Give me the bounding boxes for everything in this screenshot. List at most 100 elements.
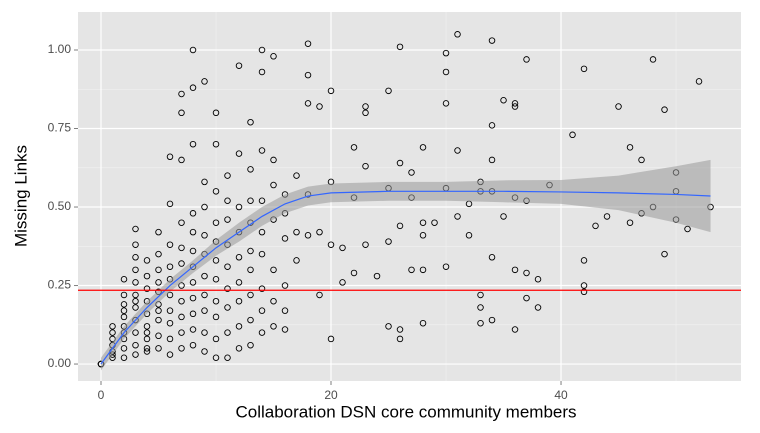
point xyxy=(661,106,668,113)
point xyxy=(281,282,289,289)
point xyxy=(396,335,404,343)
point xyxy=(511,326,519,333)
point xyxy=(120,345,128,352)
point xyxy=(235,323,243,330)
point xyxy=(235,203,243,211)
point xyxy=(189,228,197,236)
point xyxy=(189,46,197,54)
point xyxy=(316,228,323,236)
point xyxy=(189,341,197,349)
point xyxy=(258,197,266,204)
point xyxy=(523,269,530,277)
point xyxy=(201,348,208,355)
point xyxy=(143,335,151,343)
point xyxy=(258,285,266,292)
point xyxy=(155,266,162,274)
point xyxy=(178,313,185,321)
point xyxy=(327,241,335,248)
point xyxy=(132,266,139,274)
point xyxy=(143,272,151,280)
point xyxy=(247,118,254,126)
point xyxy=(155,250,162,258)
point xyxy=(189,310,197,318)
point xyxy=(534,304,542,311)
point xyxy=(224,197,231,204)
y-tick-label: 0.50 xyxy=(48,199,72,213)
point xyxy=(385,323,392,330)
point xyxy=(419,266,427,274)
point xyxy=(224,263,231,270)
point xyxy=(304,232,312,239)
point xyxy=(132,291,139,299)
point xyxy=(120,313,128,321)
point xyxy=(580,288,588,296)
point xyxy=(442,263,450,270)
point xyxy=(258,228,266,236)
point xyxy=(339,279,346,286)
point xyxy=(201,291,208,299)
point xyxy=(166,351,174,358)
point xyxy=(235,150,243,157)
point xyxy=(132,279,139,286)
point xyxy=(511,100,519,107)
point xyxy=(442,68,450,76)
point xyxy=(201,307,208,314)
point xyxy=(201,232,208,239)
point xyxy=(442,49,450,57)
point xyxy=(235,279,243,286)
point xyxy=(224,354,231,362)
point xyxy=(143,329,151,336)
point xyxy=(109,329,116,336)
point xyxy=(155,316,162,324)
point xyxy=(166,153,174,161)
point xyxy=(511,103,519,110)
point xyxy=(477,319,484,327)
point xyxy=(178,156,185,164)
point xyxy=(189,210,197,217)
point xyxy=(224,172,231,179)
point xyxy=(212,335,220,343)
point xyxy=(178,297,185,305)
x-tick-label: 40 xyxy=(554,388,568,402)
point xyxy=(603,213,611,220)
point xyxy=(304,40,312,47)
point xyxy=(511,266,519,274)
point xyxy=(189,140,197,148)
point xyxy=(270,53,277,60)
point xyxy=(258,250,266,258)
point xyxy=(626,219,634,226)
point xyxy=(155,228,162,236)
point xyxy=(258,329,266,336)
smooth-line xyxy=(100,190,711,365)
point xyxy=(258,68,266,76)
point xyxy=(385,87,392,95)
point xyxy=(362,109,369,117)
point xyxy=(247,197,254,204)
point xyxy=(258,46,266,54)
point xyxy=(224,216,231,223)
y-axis-title: Missing Links xyxy=(11,145,30,247)
point xyxy=(189,326,197,333)
point xyxy=(155,345,162,352)
point xyxy=(132,341,139,349)
point xyxy=(488,37,496,44)
point xyxy=(201,329,208,336)
point xyxy=(454,147,461,154)
point xyxy=(166,307,174,314)
point xyxy=(201,78,208,85)
point xyxy=(247,291,254,299)
point xyxy=(304,71,312,79)
point xyxy=(477,291,484,299)
point xyxy=(224,285,231,292)
point xyxy=(362,162,369,170)
point xyxy=(132,225,139,233)
point xyxy=(166,241,174,248)
point xyxy=(155,332,162,340)
point xyxy=(419,219,427,226)
point xyxy=(166,263,174,270)
point xyxy=(212,140,220,148)
point xyxy=(316,103,323,110)
point xyxy=(143,348,151,355)
